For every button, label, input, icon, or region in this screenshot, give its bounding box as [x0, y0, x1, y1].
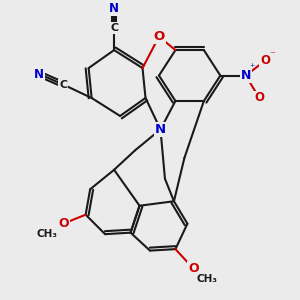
Text: CH₃: CH₃: [36, 229, 57, 239]
Text: O: O: [260, 54, 270, 67]
Text: N: N: [241, 69, 251, 82]
Text: O: O: [188, 262, 199, 275]
Text: O: O: [153, 30, 165, 43]
Text: C: C: [110, 23, 118, 33]
Text: N: N: [34, 68, 44, 80]
Text: N: N: [155, 123, 166, 136]
Text: ⁺: ⁺: [249, 63, 254, 73]
Text: N: N: [109, 2, 119, 15]
Text: ⁻: ⁻: [269, 50, 275, 60]
Text: O: O: [58, 217, 68, 230]
Text: CH₃: CH₃: [196, 274, 218, 284]
Text: C: C: [59, 80, 67, 89]
Text: O: O: [254, 92, 264, 104]
